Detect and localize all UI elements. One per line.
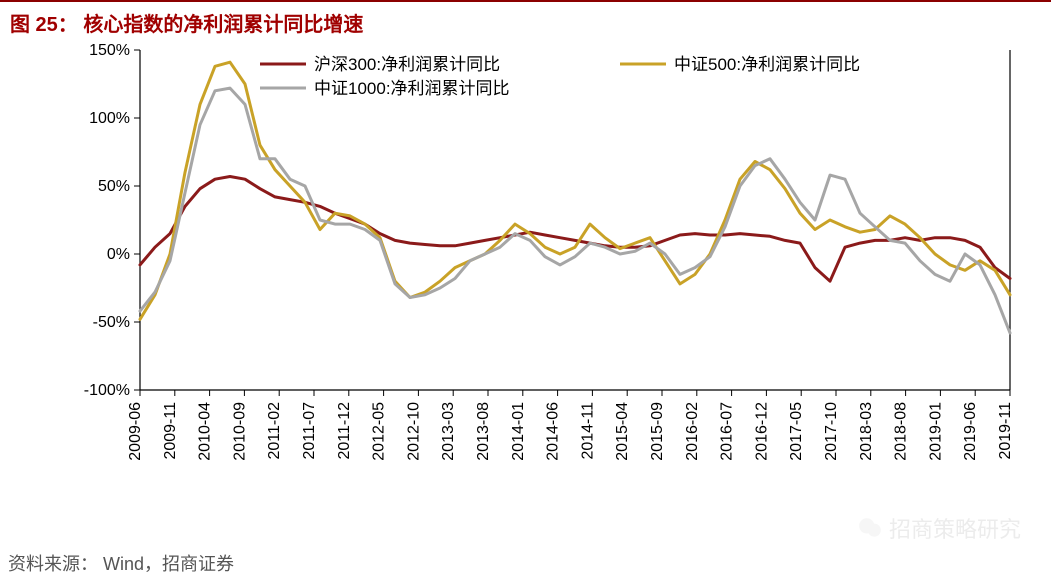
- wechat-icon: [857, 515, 883, 541]
- x-tick-label: 2015-09: [649, 402, 666, 461]
- y-tick-label: 0%: [107, 246, 130, 263]
- x-tick-label: 2009-11: [162, 402, 179, 460]
- y-tick-label: 100%: [89, 110, 130, 127]
- x-tick-label: 2014-06: [545, 402, 562, 461]
- x-tick-label: 2011-02: [266, 402, 283, 460]
- x-tick-label: 2019-01: [927, 402, 944, 461]
- source-line: 资料来源： Wind，招商证券: [8, 550, 234, 576]
- x-tick-label: 2018-03: [858, 402, 875, 461]
- series-s3: [140, 88, 1010, 333]
- source-prefix: 资料来源：: [8, 554, 98, 574]
- x-tick-label: 2017-10: [823, 402, 840, 461]
- x-tick-label: 2010-04: [197, 402, 214, 461]
- x-tick-label: 2011-07: [301, 402, 318, 460]
- legend-label: 中证1000:净利润累计同比: [314, 79, 510, 98]
- watermark: 招商策略研究: [857, 512, 1021, 544]
- y-tick-label: -50%: [93, 314, 130, 331]
- y-tick-label: -100%: [84, 382, 130, 399]
- x-tick-label: 2011-12: [336, 402, 353, 460]
- chart-area: -100% -50% 0% 50% 100% 150% 2009-06 2009-11 2010…: [40, 40, 1040, 520]
- x-tick-label: 2015-04: [614, 402, 631, 461]
- x-tick-label: 2010-09: [231, 402, 248, 461]
- legend-label: 中证500:净利润累计同比: [674, 55, 860, 74]
- legend-label: 沪深300:净利润累计同比: [314, 55, 500, 74]
- figure-title: 核心指数的净利润累计同比增速: [83, 14, 363, 36]
- series-s1: [140, 177, 1010, 282]
- x-tick-label: 2019-11: [997, 402, 1014, 460]
- series-s2: [140, 62, 1010, 319]
- x-tick-label: 2017-05: [788, 402, 805, 461]
- x-tick-label: 2012-05: [371, 402, 388, 461]
- source-text: Wind，招商证券: [103, 554, 234, 574]
- y-tick-label: 50%: [98, 178, 130, 195]
- x-tick-label: 2012-10: [405, 402, 422, 461]
- x-tick-label: 2014-01: [510, 402, 527, 461]
- x-tick-label: 2018-08: [893, 402, 910, 461]
- x-tick-label: 2016-02: [684, 402, 701, 461]
- y-tick-label: 150%: [89, 42, 130, 59]
- x-tick-label: 2014-11: [579, 402, 596, 460]
- line-chart: -100% -50% 0% 50% 100% 150% 2009-06 2009-11 2010…: [40, 40, 1040, 520]
- figure-label: 图 25：: [10, 14, 78, 36]
- figure-title-bar: 图 25： 核心指数的净利润累计同比增速: [0, 0, 1051, 41]
- x-tick-label: 2016-12: [753, 402, 770, 461]
- x-tick-label: 2019-06: [962, 402, 979, 461]
- x-tick-label: 2009-06: [127, 402, 144, 461]
- x-tick-label: 2016-07: [719, 402, 736, 461]
- x-tick-label: 2013-08: [475, 402, 492, 461]
- watermark-text: 招商策略研究: [889, 512, 1021, 544]
- x-tick-label: 2013-03: [440, 402, 457, 461]
